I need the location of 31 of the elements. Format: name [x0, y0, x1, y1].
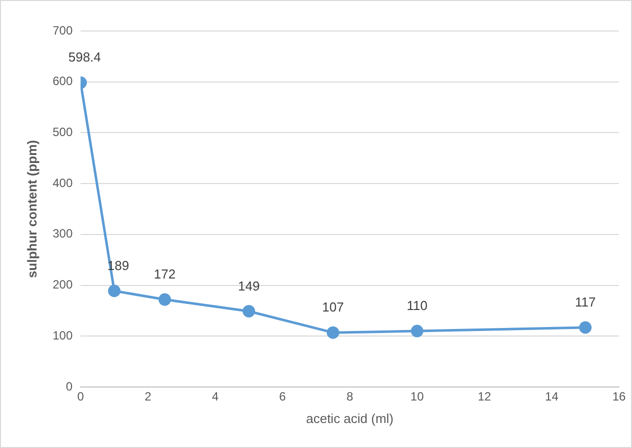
y-tick-label: 0: [66, 379, 73, 394]
data-label: 117: [574, 294, 596, 310]
x-tick-label: 0: [77, 390, 84, 404]
data-label: 149: [238, 278, 260, 294]
point: [579, 321, 592, 334]
y-tick-label: 400: [52, 176, 73, 190]
point: [158, 293, 171, 306]
x-tick-label: 12: [478, 390, 492, 404]
x-tick-label: 4: [212, 390, 219, 404]
point: [410, 324, 424, 338]
point: [242, 304, 256, 318]
x-tick-label: 2: [144, 390, 152, 404]
y-tick-label: 200: [52, 278, 73, 292]
y-tick-label: 600: [52, 74, 73, 88]
y-axis-title: sulphur content (ppm): [24, 140, 40, 278]
x-axis-title: acetic acid (ml): [306, 410, 394, 426]
x-tick-label: 16: [612, 390, 626, 404]
point: [326, 326, 340, 339]
y-tick-label: 100: [52, 328, 73, 342]
data-label: 110: [406, 298, 428, 314]
x-tick-label: 6: [279, 390, 286, 404]
data-label: 172: [154, 266, 176, 282]
data-label: 107: [322, 300, 344, 315]
y-tick-label: 500: [52, 125, 73, 140]
data-label: 598.4: [68, 50, 101, 65]
x-tick-label: 8: [346, 390, 354, 404]
x-tick-label: 10: [410, 390, 424, 404]
point: [108, 284, 121, 298]
y-tick-label: 300: [52, 226, 73, 241]
y-tick-label: 700: [52, 23, 73, 38]
x-tick-label: 14: [545, 390, 559, 404]
